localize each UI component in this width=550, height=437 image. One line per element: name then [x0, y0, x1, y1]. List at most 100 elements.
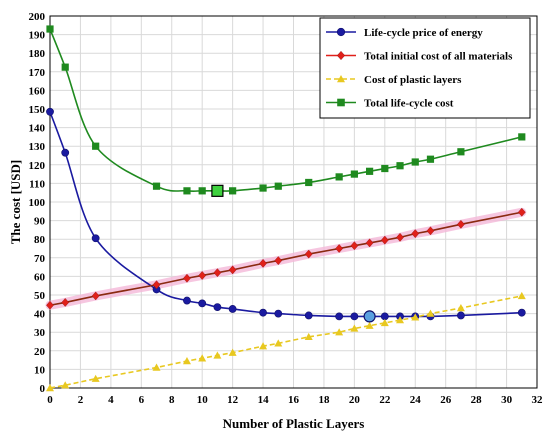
data-point [336, 50, 346, 61]
y-tick-label: 180 [29, 48, 46, 60]
series-total-initial-cost-of-all-materials [46, 207, 526, 310]
data-point [152, 182, 161, 190]
data-point [426, 155, 435, 163]
data-point [274, 339, 283, 347]
data-point [336, 27, 346, 37]
x-tick-label: 2 [78, 394, 84, 406]
x-tick-label: 16 [288, 394, 300, 406]
data-point [518, 133, 526, 141]
data-point [91, 291, 100, 301]
data-point [46, 300, 54, 310]
data-point [198, 354, 207, 362]
highlight-layer [211, 184, 376, 323]
data-point [198, 299, 207, 308]
tick-labels: 0102030405060708090100110120130140150160… [29, 11, 544, 406]
data-point [304, 311, 313, 320]
data-point [61, 148, 70, 157]
data-point [91, 374, 100, 382]
x-tick-label: 28 [471, 394, 483, 406]
y-tick-label: 170 [29, 67, 46, 79]
legend-entry: Total life-cycle cost [326, 98, 454, 110]
data-point [380, 318, 389, 327]
y-tick-label: 160 [29, 85, 46, 97]
data-point [229, 187, 237, 195]
data-point [228, 265, 237, 275]
data-point [61, 63, 69, 71]
data-point [46, 384, 54, 392]
x-tick-label: 32 [532, 394, 544, 406]
y-tick-label: 120 [29, 160, 46, 172]
data-point [183, 187, 191, 195]
data-point [411, 158, 419, 166]
y-tick-label: 10 [34, 364, 46, 376]
data-point [365, 238, 374, 248]
data-point [365, 167, 374, 175]
data-point [304, 249, 313, 259]
data-point [274, 256, 283, 265]
data-point [305, 178, 313, 187]
data-point [456, 304, 465, 312]
data-point [517, 207, 526, 217]
x-tick-label: 10 [197, 394, 209, 406]
legend-label: Life-cycle price of energy [364, 27, 483, 39]
legend-label: Cost of plastic layers [364, 74, 462, 86]
data-point [152, 363, 161, 371]
data-point [381, 164, 389, 173]
data-point [183, 296, 191, 305]
data-point [274, 309, 283, 318]
y-tick-label: 140 [29, 123, 46, 135]
data-point [335, 328, 344, 336]
series-layer [46, 25, 526, 392]
legend-entry: Total initial cost of all materials [326, 51, 513, 63]
data-point [335, 244, 344, 253]
data-point [61, 298, 70, 307]
series-total-life-cycle-cost [46, 25, 526, 195]
data-point [92, 142, 100, 150]
x-tick-label: 22 [379, 394, 391, 406]
x-axis-title: Number of Plastic Layers [223, 416, 365, 431]
data-point [46, 107, 54, 116]
y-tick-label: 20 [34, 346, 46, 358]
data-point [411, 313, 420, 321]
data-point [274, 182, 282, 190]
data-point [183, 273, 191, 283]
data-point [198, 271, 207, 280]
data-point [152, 280, 161, 290]
data-point [91, 234, 100, 243]
data-point [396, 162, 404, 170]
x-tick-label: 12 [227, 394, 239, 406]
data-point [350, 241, 359, 251]
data-point [259, 258, 267, 268]
legend-label: Total life-cycle cost [364, 98, 454, 110]
legend-entry: Cost of plastic layers [326, 74, 462, 86]
data-point [457, 219, 465, 229]
data-point [335, 312, 344, 321]
y-tick-label: 130 [29, 141, 46, 153]
data-point [228, 348, 237, 356]
data-point [517, 291, 526, 300]
data-point [517, 308, 526, 317]
data-point [350, 324, 359, 332]
y-tick-label: 50 [34, 290, 46, 302]
x-tick-label: 6 [139, 394, 145, 406]
y-tick-label: 110 [29, 178, 45, 190]
data-point [426, 226, 435, 236]
plot-frame [49, 15, 538, 389]
legend-entry: Life-cycle price of energy [326, 27, 483, 39]
data-point [213, 268, 222, 278]
y-tick-label: 40 [34, 309, 46, 321]
x-tick-label: 0 [47, 394, 53, 406]
data-point [46, 25, 54, 33]
y-tick-label: 30 [34, 327, 46, 339]
legend-label: Total initial cost of all materials [364, 51, 513, 63]
data-point [457, 148, 465, 156]
y-axis-title: The cost [USD] [8, 160, 23, 245]
data-point [259, 184, 267, 192]
data-point [337, 98, 345, 107]
data-point [380, 235, 389, 245]
data-point [198, 187, 206, 195]
data-point [396, 316, 405, 324]
x-tick-label: 20 [349, 394, 361, 406]
